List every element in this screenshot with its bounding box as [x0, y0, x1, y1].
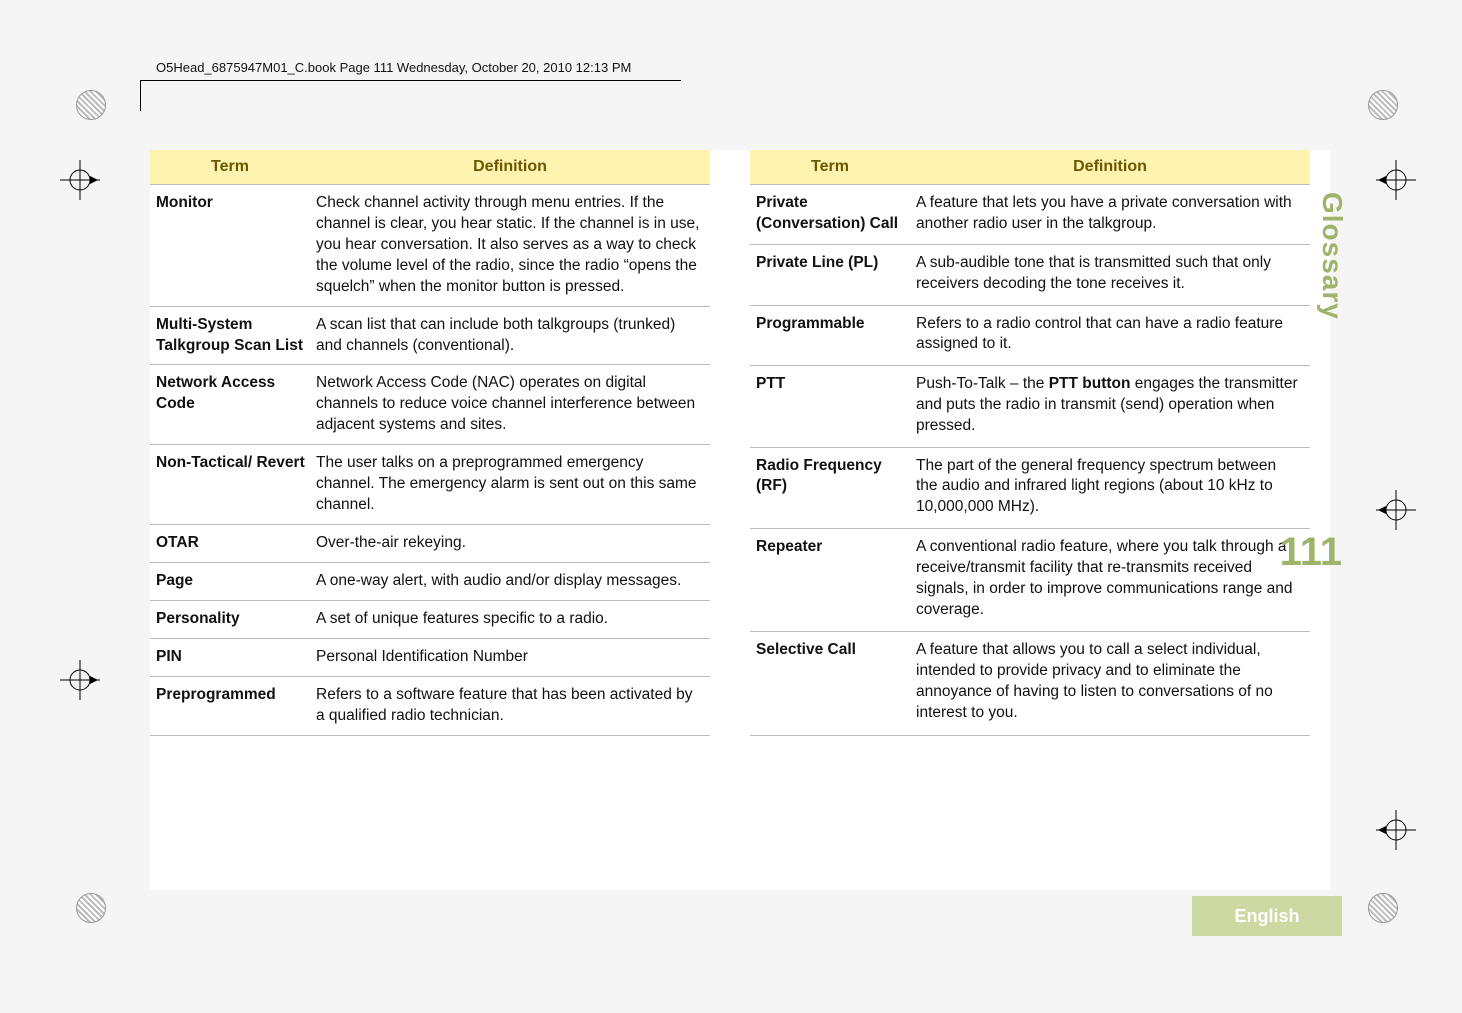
- term-cell: Private Line (PL): [750, 245, 910, 305]
- registration-mark-icon: [1376, 490, 1416, 530]
- definition-cell: Personal Identification Number: [310, 638, 710, 676]
- header-filename: O5Head_6875947M01_C.book Page 111 Wednes…: [156, 60, 631, 75]
- definition-cell: Refers to a radio control that can have …: [910, 305, 1310, 365]
- definition-cell: A set of unique features specific to a r…: [310, 600, 710, 638]
- term-cell: Selective Call: [750, 632, 910, 735]
- definition-cell: A one-way alert, with audio and/or displ…: [310, 562, 710, 600]
- term-cell: PTT: [750, 365, 910, 447]
- definition-cell: A conventional radio feature, where you …: [910, 529, 1310, 632]
- term-cell: Multi-System Talkgroup Scan List: [150, 306, 310, 365]
- definition-cell: Check channel activity through menu entr…: [310, 185, 710, 307]
- header-rule: [140, 80, 681, 111]
- term-cell: Radio Frequency (RF): [750, 447, 910, 529]
- table-row: PTTPush-To-Talk – the PTT button engages…: [750, 365, 1310, 447]
- definition-cell: Refers to a software feature that has be…: [310, 676, 710, 735]
- table-row: PersonalityA set of unique features spec…: [150, 600, 710, 638]
- definition-cell: Push-To-Talk – the PTT button engages th…: [910, 365, 1310, 447]
- hatched-disc: [1368, 90, 1398, 120]
- registration-mark-icon: [1376, 810, 1416, 850]
- table-row: Multi-System Talkgroup Scan ListA scan l…: [150, 306, 710, 365]
- term-cell: Monitor: [150, 185, 310, 307]
- table-row: MonitorCheck channel activity through me…: [150, 185, 710, 307]
- table-row: RepeaterA conventional radio feature, wh…: [750, 529, 1310, 632]
- table-row: Radio Frequency (RF)The part of the gene…: [750, 447, 1310, 529]
- registration-mark-icon: [60, 160, 100, 200]
- definition-cell: Over-the-air rekeying.: [310, 524, 710, 562]
- table-row: Non-Tactical/ RevertThe user talks on a …: [150, 445, 710, 525]
- definition-cell: A sub-audible tone that is transmitted s…: [910, 245, 1310, 305]
- footer-language-text: English: [1234, 906, 1299, 927]
- hatched-disc: [76, 90, 106, 120]
- column-header-definition: Definition: [310, 150, 710, 185]
- hatched-disc: [1368, 893, 1398, 923]
- definition-cell: A scan list that can include both talkgr…: [310, 306, 710, 365]
- definition-cell: A feature that allows you to call a sele…: [910, 632, 1310, 735]
- term-cell: Page: [150, 562, 310, 600]
- page-number: 111: [1280, 530, 1342, 575]
- registration-mark-icon: [60, 660, 100, 700]
- footer-language-bar: English: [1192, 896, 1342, 936]
- table-row: PageA one-way alert, with audio and/or d…: [150, 562, 710, 600]
- term-cell: Repeater: [750, 529, 910, 632]
- column-header-term: Term: [150, 150, 310, 185]
- table-row: Private Line (PL)A sub-audible tone that…: [750, 245, 1310, 305]
- column-header-term: Term: [750, 150, 910, 185]
- term-cell: OTAR: [150, 524, 310, 562]
- table-row: Private (Conversation) CallA feature tha…: [750, 185, 1310, 245]
- term-cell: PIN: [150, 638, 310, 676]
- table-row: Network Access CodeNetwork Access Code (…: [150, 365, 710, 445]
- hatched-disc: [76, 893, 106, 923]
- term-cell: Non-Tactical/ Revert: [150, 445, 310, 525]
- definition-cell: The user talks on a preprogrammed emerge…: [310, 445, 710, 525]
- term-cell: Preprogrammed: [150, 676, 310, 735]
- table-row: Selective CallA feature that allows you …: [750, 632, 1310, 735]
- term-cell: Network Access Code: [150, 365, 310, 445]
- table-row: ProgrammableRefers to a radio control th…: [750, 305, 1310, 365]
- registration-mark-icon: [1376, 160, 1416, 200]
- page-content: Term Definition MonitorCheck channel act…: [150, 150, 1330, 890]
- column-header-definition: Definition: [910, 150, 1310, 185]
- definition-cell: The part of the general frequency spectr…: [910, 447, 1310, 529]
- term-cell: Private (Conversation) Call: [750, 185, 910, 245]
- table-row: PreprogrammedRefers to a software featur…: [150, 676, 710, 735]
- definition-cell: A feature that lets you have a private c…: [910, 185, 1310, 245]
- term-cell: Programmable: [750, 305, 910, 365]
- glossary-table-left: Term Definition MonitorCheck channel act…: [150, 150, 710, 736]
- page-number-box: 111: [1280, 530, 1342, 575]
- table-row: PINPersonal Identification Number: [150, 638, 710, 676]
- definition-cell: Network Access Code (NAC) operates on di…: [310, 365, 710, 445]
- table-row: OTAROver-the-air rekeying.: [150, 524, 710, 562]
- glossary-table-right: Term Definition Private (Conversation) C…: [750, 150, 1310, 736]
- term-cell: Personality: [150, 600, 310, 638]
- side-tab-label: Glossary: [1316, 192, 1348, 320]
